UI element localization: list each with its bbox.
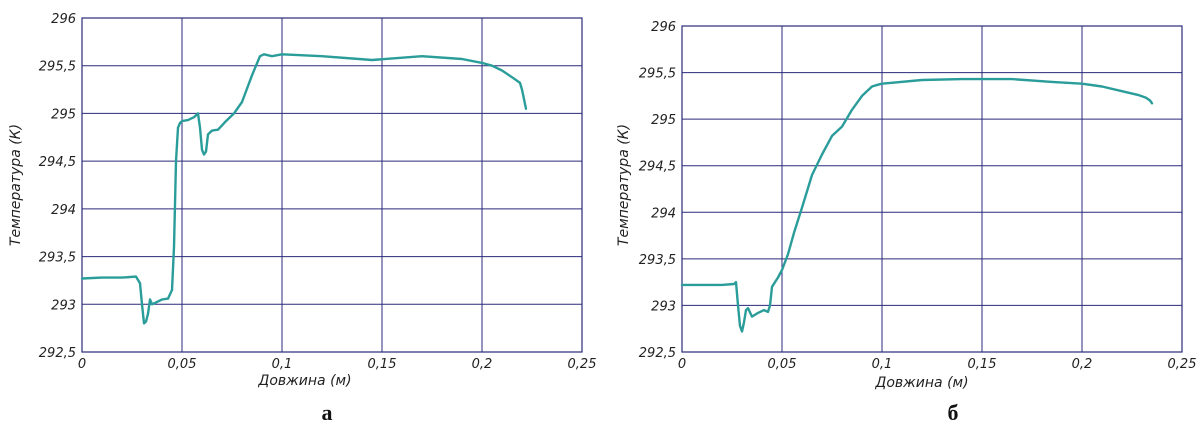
y-tick-labels: 292,5 293 293,5 294 294,5 295 295,5 296 — [39, 12, 76, 361]
x-tick-label: 0,05 — [168, 357, 197, 372]
y-tick-label: 294 — [51, 203, 76, 218]
y-axis-label: Температура (К) — [8, 124, 24, 246]
y-tick-label: 295,5 — [39, 60, 76, 75]
chart-panel-b: 0 0,05 0,1 0,15 0,2 0,25 292,5 293 293,5 294 294,… — [616, 20, 1196, 425]
y-tick-label: 292,5 — [39, 346, 76, 361]
y-tick-label: 294,5 — [639, 160, 676, 175]
temperature-line — [80, 53, 528, 325]
y-tick-labels: 292,5 293 293,5 294 294,5 295 295,5 296 — [639, 20, 676, 361]
x-tick-label: 0,25 — [568, 357, 597, 372]
panel-label: б — [948, 400, 959, 425]
plot-frame — [81, 17, 583, 353]
y-axis-label: Температура (К) — [616, 124, 632, 246]
panel-label: а — [322, 400, 333, 425]
x-axis-label: Довжина (м) — [874, 375, 968, 391]
y-tick-label: 292,5 — [639, 346, 676, 361]
x-tick-label: 0,1 — [872, 357, 893, 372]
temperature-line — [680, 77, 1154, 333]
grid-lines — [681, 25, 1183, 353]
y-tick-label: 293,5 — [639, 253, 676, 268]
x-tick-label: 0,15 — [368, 357, 397, 372]
y-tick-label: 294 — [651, 206, 676, 221]
chart-panel-a: 0 0,05 0,1 0,15 0,2 0,25 292,5 293 293,5 294 294,… — [8, 12, 596, 425]
x-tick-label: 0,2 — [1072, 357, 1093, 372]
x-axis-label: Довжина (м) — [257, 373, 351, 389]
x-tick-label: 0,05 — [768, 357, 797, 372]
y-tick-label: 294,5 — [39, 155, 76, 170]
y-tick-label: 293 — [51, 298, 76, 313]
y-tick-label: 295 — [651, 113, 676, 128]
x-tick-label: 0,2 — [472, 357, 493, 372]
y-tick-label: 293,5 — [39, 251, 76, 266]
plot-frame — [681, 25, 1183, 353]
x-tick-labels: 0 0,05 0,1 0,15 0,2 0,25 — [678, 357, 1197, 372]
x-tick-label: 0 — [678, 357, 686, 372]
x-tick-label: 0,25 — [1168, 357, 1197, 372]
x-tick-label: 0,15 — [968, 357, 997, 372]
x-tick-labels: 0 0,05 0,1 0,15 0,2 0,25 — [78, 357, 597, 372]
y-tick-label: 296 — [51, 12, 76, 27]
y-tick-label: 293 — [651, 299, 676, 314]
x-tick-label: 0,1 — [272, 357, 293, 372]
y-tick-label: 296 — [651, 20, 676, 35]
y-tick-label: 295 — [51, 107, 76, 122]
y-tick-label: 295,5 — [639, 67, 676, 82]
x-tick-label: 0 — [78, 357, 86, 372]
